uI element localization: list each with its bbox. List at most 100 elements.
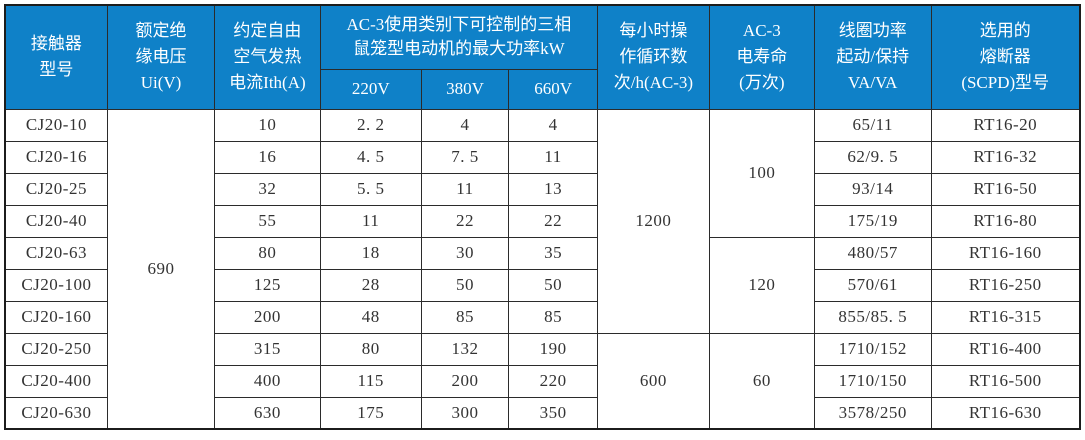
cell-kw-380v: 85 [420, 300, 510, 334]
cell-ith: 16 [214, 140, 321, 174]
header-model: 接触器 型号 [4, 4, 108, 110]
cell-ith: 630 [214, 396, 321, 430]
header-electrical-life: AC-3 电寿命 (万次) [708, 4, 816, 110]
header-380v: 380V [420, 68, 510, 110]
table-row: CJ20-40 55 11 22 22 175/19 RT16-80 [4, 204, 1081, 238]
cell-kw-380v: 200 [420, 364, 510, 398]
cell-kw-220v: 18 [319, 236, 422, 270]
cell-kw-380v: 4 [420, 108, 510, 142]
table-row: CJ20-400 400 115 200 220 1710/150 RT16-5… [4, 364, 1081, 398]
cell-model: CJ20-40 [4, 204, 108, 238]
cell-kw-660v: 11 [508, 140, 599, 174]
cell-life: 60 [708, 332, 816, 430]
cell-coil-power: 3578/250 [814, 396, 932, 430]
cell-coil-power: 480/57 [814, 236, 932, 270]
table-header: 接触器 型号 额定绝 缘电压 Ui(V) 约定自由 空气发热 电流Ith(A) … [4, 4, 1081, 110]
cell-kw-220v: 80 [319, 332, 422, 366]
cell-kw-380v: 11 [420, 172, 510, 206]
cell-model: CJ20-25 [4, 172, 108, 206]
cell-kw-380v: 50 [420, 268, 510, 302]
cell-model: CJ20-100 [4, 268, 108, 302]
cell-coil-power: 175/19 [814, 204, 932, 238]
cell-kw-660v: 4 [508, 108, 599, 142]
cell-coil-power: 65/11 [814, 108, 932, 142]
cell-kw-660v: 350 [508, 396, 599, 430]
cell-life: 120 [708, 236, 816, 334]
cell-kw-660v: 190 [508, 332, 599, 366]
cell-kw-220v: 5. 5 [319, 172, 422, 206]
cell-kw-660v: 22 [508, 204, 599, 238]
cell-fuse-model: RT16-80 [930, 204, 1081, 238]
header-thermal-current: 约定自由 空气发热 电流Ith(A) [214, 4, 321, 110]
cell-ith: 55 [214, 204, 321, 238]
table-row: CJ20-25 32 5. 5 11 13 93/14 RT16-50 [4, 172, 1081, 206]
cell-kw-220v: 4. 5 [319, 140, 422, 174]
cell-model: CJ20-10 [4, 108, 108, 142]
header-cycles-per-hour: 每小时操 作循环数 次/h(AC-3) [597, 4, 710, 110]
cell-ith: 125 [214, 268, 321, 302]
cell-fuse-model: RT16-50 [930, 172, 1081, 206]
header-660v: 660V [508, 68, 599, 110]
cell-coil-power: 1710/150 [814, 364, 932, 398]
header-motor-power-group: AC-3使用类别下可控制的三相 鼠笼型电动机的最大功率kW [319, 4, 599, 70]
table-row: CJ20-16 16 4. 5 7. 5 11 62/9. 5 RT16-32 [4, 140, 1081, 174]
cell-ith: 315 [214, 332, 321, 366]
cell-fuse-model: RT16-32 [930, 140, 1081, 174]
cell-insulation-voltage: 690 [106, 108, 216, 430]
cell-kw-660v: 85 [508, 300, 599, 334]
cell-model: CJ20-630 [4, 396, 108, 430]
cell-kw-220v: 48 [319, 300, 422, 334]
cell-fuse-model: RT16-630 [930, 396, 1081, 430]
header-insulation-voltage: 额定绝 缘电压 Ui(V) [106, 4, 216, 110]
contactor-spec-table: 接触器 型号 额定绝 缘电压 Ui(V) 约定自由 空气发热 电流Ith(A) … [4, 4, 1081, 430]
cell-kw-220v: 115 [319, 364, 422, 398]
cell-kw-380v: 30 [420, 236, 510, 270]
cell-fuse-model: RT16-400 [930, 332, 1081, 366]
cell-kw-660v: 35 [508, 236, 599, 270]
cell-coil-power: 62/9. 5 [814, 140, 932, 174]
cell-cycles: 1200 [597, 108, 710, 334]
cell-kw-660v: 13 [508, 172, 599, 206]
cell-kw-380v: 7. 5 [420, 140, 510, 174]
table-row: CJ20-10 690 10 2. 2 4 4 1200 100 65/11 R… [4, 108, 1081, 430]
cell-model: CJ20-63 [4, 236, 108, 270]
header-fuse: 选用的 熔断器 (SCPD)型号 [930, 4, 1081, 110]
cell-fuse-model: RT16-20 [930, 108, 1081, 142]
header-row-1: 接触器 型号 额定绝 缘电压 Ui(V) 约定自由 空气发热 电流Ith(A) … [4, 4, 1081, 110]
cell-fuse-model: RT16-250 [930, 268, 1081, 302]
cell-fuse-model: RT16-500 [930, 364, 1081, 398]
cell-kw-220v: 175 [319, 396, 422, 430]
table-row: CJ20-250 315 80 132 190 600 60 1710/152 … [4, 332, 1081, 430]
cell-kw-380v: 22 [420, 204, 510, 238]
cell-coil-power: 570/61 [814, 268, 932, 302]
header-220v: 220V [319, 68, 422, 110]
cell-model: CJ20-250 [4, 332, 108, 366]
cell-model: CJ20-16 [4, 140, 108, 174]
cell-ith: 200 [214, 300, 321, 334]
cell-model: CJ20-400 [4, 364, 108, 398]
cell-kw-220v: 2. 2 [319, 108, 422, 142]
cell-fuse-model: RT16-315 [930, 300, 1081, 334]
cell-ith: 80 [214, 236, 321, 270]
cell-coil-power: 1710/152 [814, 332, 932, 366]
cell-kw-220v: 11 [319, 204, 422, 238]
cell-kw-380v: 132 [420, 332, 510, 366]
header-coil-power: 线圈功率 起动/保持 VA/VA [814, 4, 932, 110]
cell-fuse-model: RT16-160 [930, 236, 1081, 270]
cell-kw-220v: 28 [319, 268, 422, 302]
cell-coil-power: 93/14 [814, 172, 932, 206]
cell-ith: 32 [214, 172, 321, 206]
cell-kw-660v: 50 [508, 268, 599, 302]
table-body: CJ20-10 690 10 2. 2 4 4 1200 100 65/11 R… [4, 108, 1081, 430]
header-row-2: 220V 380V 660V [5, 68, 1080, 110]
table-row: CJ20-630 630 175 300 350 3578/250 RT16-6… [4, 396, 1081, 430]
cell-ith: 10 [214, 108, 321, 142]
table-row: CJ20-100 125 28 50 50 570/61 RT16-250 [4, 268, 1081, 302]
cell-coil-power: 855/85. 5 [814, 300, 932, 334]
cell-life: 100 [708, 108, 816, 238]
cell-cycles: 600 [597, 332, 710, 430]
cell-kw-660v: 220 [508, 364, 599, 398]
cell-kw-380v: 300 [420, 396, 510, 430]
cell-ith: 400 [214, 364, 321, 398]
